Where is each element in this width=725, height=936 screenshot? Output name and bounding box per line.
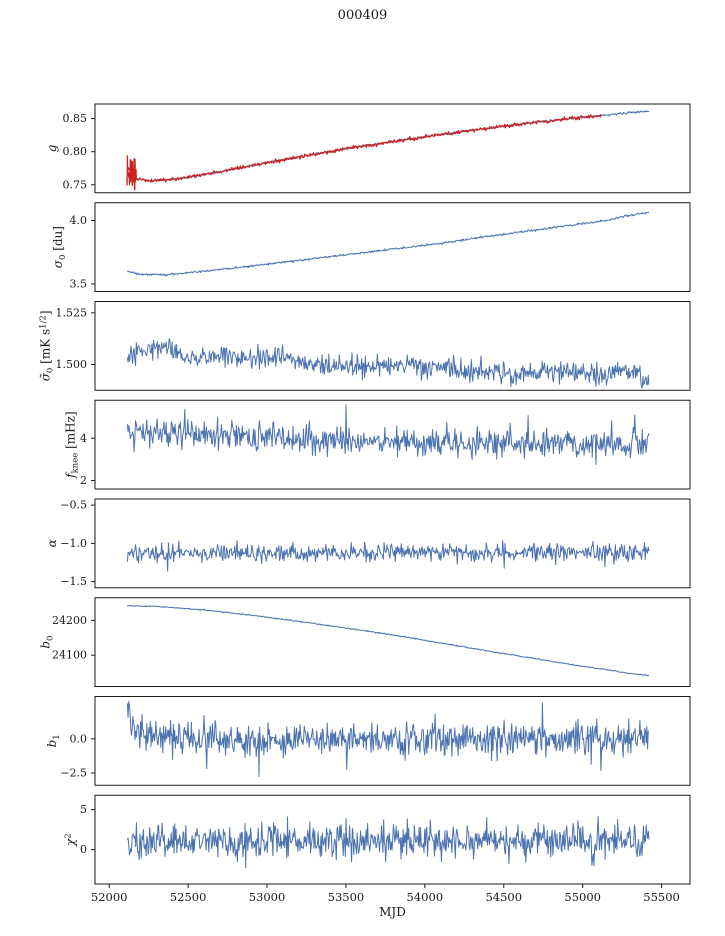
svg-text:52500: 52500 <box>170 890 207 904</box>
svg-text:α: α <box>45 539 59 547</box>
svg-text:4: 4 <box>80 432 87 445</box>
svg-text:1.525: 1.525 <box>56 306 88 319</box>
svg-text:24200: 24200 <box>52 614 87 627</box>
svg-text:χ2: χ2 <box>64 833 78 847</box>
svg-text:5: 5 <box>80 803 87 816</box>
svg-text:g: g <box>45 144 59 152</box>
svg-text:24100: 24100 <box>52 649 87 662</box>
svg-text:0.80: 0.80 <box>63 145 88 158</box>
svg-text:54500: 54500 <box>485 890 522 904</box>
svg-text:fknee [mHz]: fknee [mHz] <box>64 411 81 478</box>
svg-text:b1: b1 <box>45 734 62 747</box>
svg-text:σ̃0 [mK s1/2]: σ̃0 [mK s1/2] <box>39 310 56 381</box>
svg-text:b0: b0 <box>39 636 56 649</box>
svg-text:0.0: 0.0 <box>70 732 88 745</box>
figure-title: 000409 <box>337 8 388 23</box>
svg-text:55500: 55500 <box>643 890 680 904</box>
svg-text:0.85: 0.85 <box>63 112 88 125</box>
svg-text:0: 0 <box>80 843 87 856</box>
svg-text:2: 2 <box>80 474 87 487</box>
svg-text:53500: 53500 <box>328 890 365 904</box>
svg-text:54000: 54000 <box>407 890 444 904</box>
svg-text:−1.5: −1.5 <box>60 575 87 588</box>
svg-text:−2.5: −2.5 <box>60 766 87 779</box>
svg-text:52000: 52000 <box>91 890 128 904</box>
svg-text:σ0 [du]: σ0 [du] <box>51 226 68 268</box>
svg-text:0.75: 0.75 <box>63 178 88 191</box>
svg-text:3.5: 3.5 <box>70 277 88 290</box>
svg-text:55000: 55000 <box>564 890 601 904</box>
svg-text:4.0: 4.0 <box>70 214 88 227</box>
svg-text:−0.5: −0.5 <box>60 499 87 512</box>
x-axis-label: MJD <box>379 905 406 919</box>
svg-text:1.500: 1.500 <box>56 358 88 371</box>
svg-text:53000: 53000 <box>249 890 286 904</box>
svg-text:−1.0: −1.0 <box>60 537 87 550</box>
